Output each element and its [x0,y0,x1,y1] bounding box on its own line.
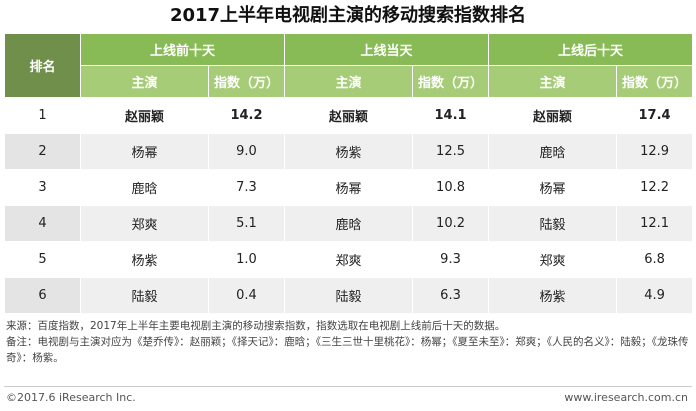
table-row: 2 杨幂 9.0 杨紫 12.5 鹿晗 12.9 [4,133,694,170]
copyright: ©2017.6 iResearch Inc. [6,391,136,404]
actor-cell: 鹿晗 [80,169,209,206]
index-cell: 7.3 [207,169,286,206]
actor-header: 主演 [284,65,414,98]
index-cell: 12.5 [412,133,490,170]
index-cell: 12.1 [616,205,694,242]
site-url: www.iresearch.com.cn [564,391,688,404]
actor-cell: 鹿晗 [284,205,414,242]
rank-cell: 6 [4,277,81,314]
actor-cell: 杨幂 [80,133,209,170]
actor-header: 主演 [488,65,618,98]
actor-cell: 陆毅 [488,205,618,242]
table-row: 5 杨紫 1.0 郑爽 9.3 郑爽 6.8 [4,241,694,278]
actor-cell: 陆毅 [80,277,209,314]
actor-header: 主演 [80,65,209,98]
index-header: 指数（万） [616,65,694,98]
actor-cell: 赵丽颖 [488,97,618,134]
notes: 来源：百度指数，2017年上半年主要电视剧主演的移动搜索指数，指数选取在电视剧上… [6,318,690,366]
index-cell: 4.9 [616,277,694,314]
actor-cell: 郑爽 [488,241,618,278]
rank-cell: 2 [4,133,81,170]
rank-cell: 1 [4,97,81,134]
actor-cell: 杨幂 [488,169,618,206]
remark-note: 备注：电视剧与主演对应为《楚乔传》：赵丽颖；《择天记》：鹿晗；《三生三世十里桃花… [6,336,689,364]
index-cell: 10.8 [412,169,490,206]
table-row: 1 赵丽颖 14.2 赵丽颖 14.1 赵丽颖 17.4 [4,97,694,134]
index-cell: 0.4 [207,277,286,314]
group-header-after: 上线后十天 [488,33,694,66]
index-cell: 12.2 [616,169,694,206]
index-cell: 10.2 [412,205,490,242]
actor-cell: 杨幂 [284,169,414,206]
group-header-before: 上线前十天 [79,33,286,66]
rank-cell: 4 [4,205,81,242]
ranking-table: 排名 上线前十天 上线当天 上线后十天 主演 指数（万） 主演 指数（万） 主演… [4,33,694,314]
index-cell: 1.0 [207,241,286,278]
index-cell: 14.1 [412,97,490,134]
actor-cell: 郑爽 [80,205,209,242]
sub-header-row: 主演 指数（万） 主演 指数（万） 主演 指数（万） [5,65,694,98]
index-header: 指数（万） [412,65,490,98]
actor-cell: 杨紫 [488,277,618,314]
index-cell: 6.3 [412,277,490,314]
index-cell: 17.4 [616,97,694,134]
table-row: 3 鹿晗 7.3 杨幂 10.8 杨幂 12.2 [4,169,694,206]
actor-cell: 杨紫 [284,133,414,170]
rank-header: 排名 [4,33,81,98]
page-title: 2017上半年电视剧主演的移动搜索指数排名 [169,5,527,26]
index-cell: 9.0 [207,133,286,170]
index-cell: 12.9 [616,133,694,170]
index-cell: 5.1 [207,205,286,242]
group-header-launch-day: 上线当天 [284,33,490,66]
divider [4,386,692,387]
rank-cell: 5 [4,241,81,278]
actor-cell: 郑爽 [284,241,414,278]
index-header: 指数（万） [207,65,286,98]
actor-cell: 陆毅 [284,277,414,314]
table-row: 6 陆毅 0.4 陆毅 6.3 杨紫 4.9 [4,277,694,314]
actor-cell: 鹿晗 [488,133,618,170]
index-cell: 6.8 [616,241,694,278]
index-cell: 14.2 [207,97,286,134]
actor-cell: 赵丽颖 [284,97,414,134]
group-header-row: 排名 上线前十天 上线当天 上线后十天 [4,33,694,98]
actor-cell: 杨紫 [80,241,209,278]
index-cell: 9.3 [412,241,490,278]
table-row: 4 郑爽 5.1 鹿晗 10.2 陆毅 12.1 [4,205,694,242]
actor-cell: 赵丽颖 [80,97,209,134]
source-note: 来源：百度指数，2017年上半年主要电视剧主演的移动搜索指数，指数选取在电视剧上… [6,320,506,332]
rank-cell: 3 [4,169,81,206]
